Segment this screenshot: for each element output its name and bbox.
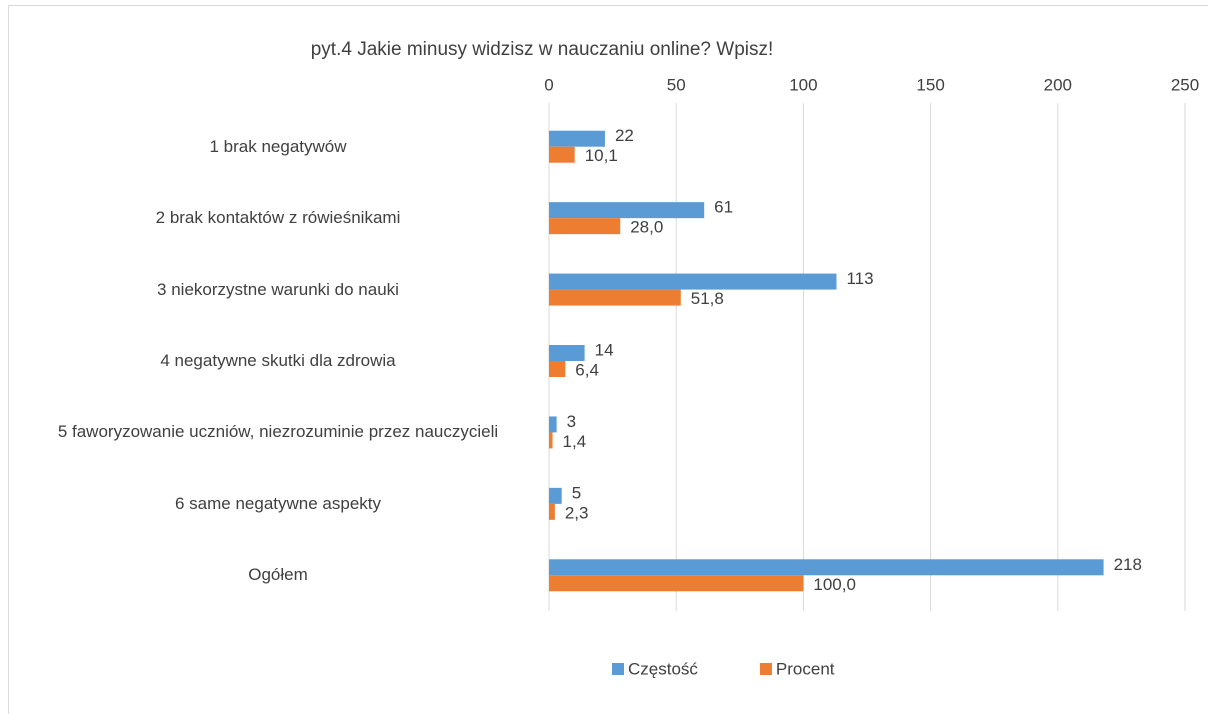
x-tick-label: 0 [544,75,553,94]
category-label: 2 brak kontaktów z rówieśnikami [155,208,401,228]
bar [549,273,837,290]
bar [549,218,621,235]
data-label: 218 [1114,555,1142,574]
bar [549,559,1104,576]
bar [549,289,681,306]
bar [549,503,555,520]
data-label: 22 [615,126,634,145]
data-label: 61 [714,198,733,217]
data-label: 51,8 [691,289,724,308]
category-label: 5 faworyzowanie uczniów, niezrozuminie p… [57,422,499,442]
legend-label: Procent [776,659,835,678]
data-label: 14 [595,340,614,359]
category-label: 3 niekorzystne warunki do nauki [157,279,399,299]
legend-swatch [612,663,624,675]
data-label: 1,4 [563,432,587,451]
x-tick-label: 250 [1171,75,1199,94]
data-label: 28,0 [630,218,663,237]
x-tick-label: 50 [667,75,686,94]
x-tick-label: 100 [789,75,817,94]
chart-title: pyt.4 Jakie minusy widzisz w nauczaniu o… [311,39,774,60]
data-label: 2,3 [565,503,589,522]
bar [549,416,557,433]
category-label: 1 brak negatywów [209,136,347,156]
x-tick-label: 200 [1044,75,1072,94]
legend-label: Częstość [628,659,698,678]
bar [549,432,553,449]
category-label: 6 same negatywne aspekty [174,493,381,513]
category-label: 4 negatywne skutki dla zdrowia [160,351,396,370]
data-label: 10,1 [585,146,618,165]
bar [549,345,585,361]
bar [549,575,804,592]
x-tick-label: 150 [916,75,944,94]
bar [549,487,562,504]
bar [549,146,575,163]
data-label: 5 [572,483,581,502]
bar [549,130,605,147]
bar [549,202,705,219]
data-label: 113 [846,269,873,288]
legend-swatch [759,663,772,675]
category-label: Ogółem [248,565,308,585]
chart-frame [8,5,1208,714]
data-label: 100,0 [813,575,856,594]
data-label: 3 [567,412,576,431]
data-label: 6,4 [575,360,599,379]
bar [549,361,566,377]
